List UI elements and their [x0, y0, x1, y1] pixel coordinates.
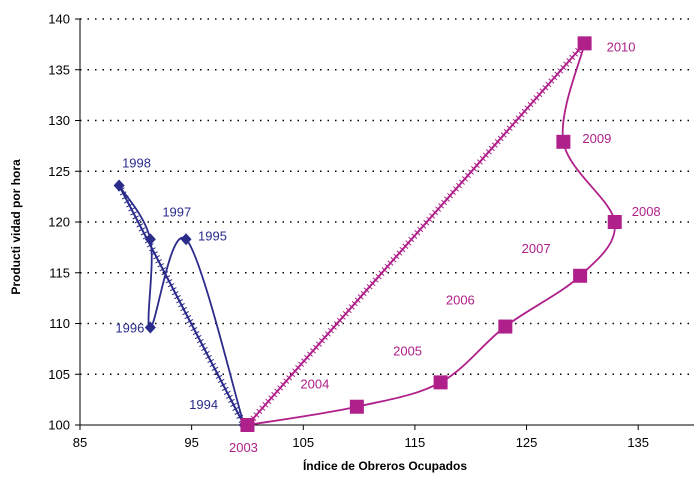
point-label-1995: 1995	[198, 228, 227, 243]
data-point-2009	[556, 134, 571, 149]
point-label-1994: 1994	[189, 397, 218, 412]
point-labels: 1994 1995 1996 1997 1998 2003 2004 2005 2006 2007…	[115, 39, 660, 455]
y-tick-label: 140	[48, 12, 70, 27]
gridlines	[80, 18, 694, 375]
x-tick-label: 95	[184, 435, 198, 450]
point-label-2005: 2005	[393, 343, 422, 358]
point-label-2009: 2009	[582, 131, 611, 146]
data-point-2004	[349, 399, 364, 414]
point-label-1996: 1996	[115, 321, 144, 336]
x-tick-label: 135	[627, 435, 649, 450]
markers	[113, 36, 622, 432]
point-label-1998: 1998	[122, 155, 151, 170]
x-tick-label: 105	[292, 435, 314, 450]
y-tick-label: 125	[48, 164, 70, 179]
point-label-2010: 2010	[607, 39, 636, 54]
point-label-2006: 2006	[446, 293, 475, 308]
trend-line-hatch	[115, 183, 248, 427]
series-line	[118, 185, 245, 426]
data-point-2010	[577, 36, 592, 51]
x-tick-label: 115	[405, 435, 426, 450]
y-tick-label: 100	[48, 418, 70, 433]
series-paths	[118, 43, 616, 426]
y-tick-label: 105	[48, 367, 70, 382]
point-label-1997: 1997	[162, 204, 191, 219]
point-label-2007: 2007	[522, 241, 551, 256]
data-point-2007	[573, 268, 588, 283]
y-tick-label: 135	[48, 62, 70, 77]
point-label-2003: 2003	[229, 440, 258, 455]
data-point-1998	[113, 179, 125, 192]
y-tick-label: 130	[48, 113, 70, 128]
data-point-1996	[144, 321, 156, 334]
data-point-2008	[607, 215, 622, 229]
trend-line	[246, 42, 586, 426]
x-tick-label: 85	[73, 435, 87, 450]
data-point-1995	[180, 233, 192, 246]
axes: 100 105 110 115 120 125 130 135 140 85 95 105 115 125…	[48, 12, 694, 450]
data-point-1997	[144, 233, 156, 246]
data-point-2003	[240, 418, 255, 432]
point-label-2008: 2008	[632, 204, 661, 219]
data-point-2006	[498, 319, 513, 334]
series-line	[247, 43, 616, 426]
y-tick-label: 115	[49, 265, 70, 280]
point-label-2004: 2004	[300, 377, 329, 392]
x-tick-label: 125	[516, 435, 538, 450]
y-axis-title: Producti vidad por hora	[9, 159, 23, 295]
data-point-2005	[433, 375, 448, 390]
y-tick-label: 110	[49, 316, 70, 331]
y-tick-label: 120	[48, 215, 70, 230]
x-axis-title: Índice de Obreros Ocupados	[303, 458, 467, 473]
